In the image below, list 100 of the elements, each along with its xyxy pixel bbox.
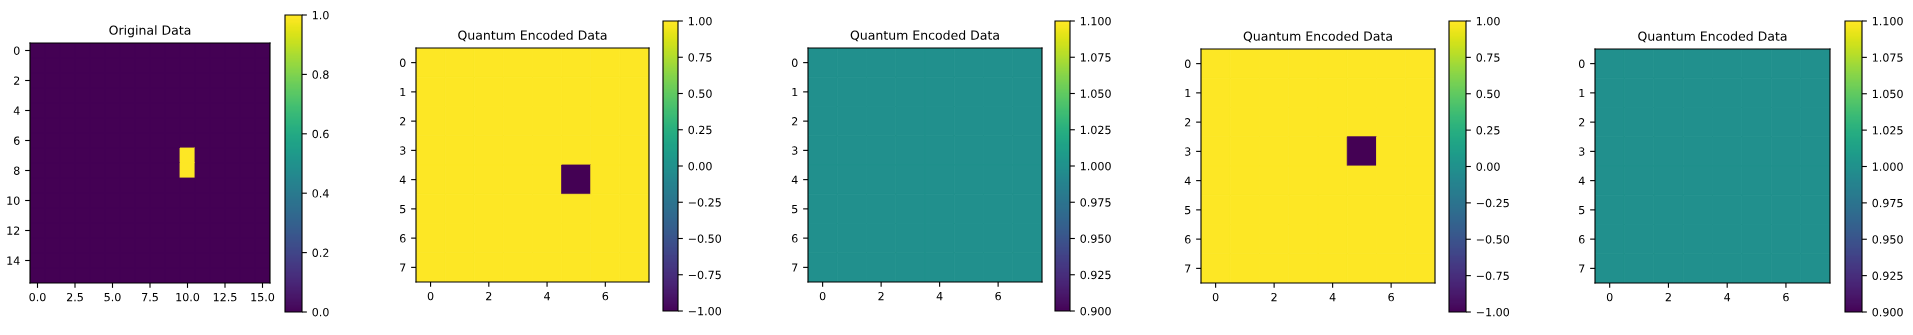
color-bar-label: 0.75 [688,53,712,62]
y-tick-label: 7 [1185,264,1191,273]
color-bar-label: 0.950 [1872,235,1903,244]
color-bar-label: 0.900 [1080,306,1111,316]
color-bar-label: 0.925 [1872,271,1903,280]
color-bar-label: 1.000 [1080,161,1111,171]
x-tick-label: 6 [995,291,1001,301]
color-bar-label: 1.000 [1872,162,1903,171]
x-tick-label: 6 [1388,292,1394,302]
y-tick-label: 0 [399,58,406,67]
color-bar-label: 1.025 [1872,126,1903,135]
color-bar-label: 0.00 [1476,162,1500,171]
y-tick-label: 5 [1579,206,1585,215]
color-bar-label: −0.50 [688,234,722,243]
y-tick-label: 7 [1579,264,1585,273]
color-bar-label: −0.75 [1476,271,1509,280]
x-tick-label: 2 [1665,292,1671,302]
color-bar-label: 1.050 [1080,89,1111,98]
color-bar-label: 0.25 [688,125,712,135]
color-bar-label: 1.050 [1872,89,1903,99]
y-tick-label: 6 [13,136,20,145]
color-bar-label: 0.50 [688,89,712,98]
chart-title: Original Data [109,25,191,38]
y-tick-label: 3 [1185,147,1191,156]
color-bar-label: 0.6 [312,129,329,139]
y-tick-label: 5 [400,205,406,214]
color-bar-label: −1.00 [688,306,722,316]
x-tick-label: 12.5 [213,292,237,302]
y-tick-label: 7 [400,263,406,272]
x-tick-label: 4 [544,292,550,301]
x-tick-label: 0 [819,291,826,301]
x-tick-label: 4 [1329,293,1336,302]
y-tick-label: 4 [1578,176,1585,185]
y-tick-label: 2 [14,76,20,85]
y-tick-label: 14 [7,256,20,265]
x-tick-label: 4 [1724,293,1731,302]
y-tick-label: 1 [1579,89,1585,98]
color-bar-label: 0.925 [1080,270,1111,280]
chart-title: Quantum Encoded Data [1638,31,1787,43]
x-tick-label: 0.0 [29,292,46,302]
y-tick-label: 8 [13,166,20,175]
y-tick-label: 5 [1185,206,1191,215]
color-bar-label: 0.975 [1080,198,1111,207]
x-tick-label: 10.0 [176,292,200,302]
y-tick-label: 7 [792,263,798,272]
color-bar-label: 0.975 [1872,198,1903,208]
x-tick-label: 5.0 [104,292,121,302]
color-bar-label: 1.075 [1872,53,1903,62]
color-bar-label: −0.25 [1476,198,1509,208]
color-bar-label: 0.8 [312,70,329,79]
color-bar-label: 0.75 [1476,53,1500,62]
y-tick-label: 1 [400,88,406,97]
y-tick-label: 3 [1579,147,1585,156]
y-tick-label: 3 [792,146,798,155]
chart-title: Quantum Encoded Data [458,30,607,42]
color-bar-label: −0.75 [688,270,721,280]
y-tick-label: 4 [399,175,406,184]
y-tick-label: 2 [1185,118,1191,127]
color-bar-label: 1.100 [1080,16,1111,26]
x-tick-label: 6 [1783,292,1789,302]
chart-title: Quantum Encoded Data [1243,31,1392,43]
y-tick-label: 0 [1184,59,1191,68]
y-tick-label: 0 [1578,59,1585,68]
color-bar-label: 1.00 [1476,16,1500,26]
y-tick-label: 1 [1185,89,1191,98]
y-tick-label: 4 [13,106,20,115]
y-tick-label: 2 [400,117,406,126]
y-tick-label: 1 [792,88,798,97]
y-tick-label: 4 [1184,176,1191,185]
x-tick-label: 2.5 [66,292,83,302]
x-tick-label: 2 [486,291,492,301]
x-tick-label: 4 [936,292,943,301]
x-tick-label: 0 [427,291,434,301]
color-bar-label: 0.950 [1080,234,1111,243]
x-tick-label: 0 [1212,292,1219,302]
y-tick-label: 4 [791,175,798,184]
y-tick-label: 5 [792,205,798,214]
color-bar-label: 0.4 [312,189,329,198]
color-bar-label: 0.0 [312,307,329,317]
color-bar-label: 1.075 [1080,53,1111,62]
color-bar-label: 0.25 [1476,126,1500,135]
color-bar-label: 1.0 [312,10,329,20]
color-bar-label: 0.50 [1476,89,1500,99]
x-tick-label: 2 [878,291,884,301]
color-bar-label: −0.25 [688,198,721,207]
y-tick-label: 6 [1184,235,1191,244]
color-bar-label: 1.100 [1872,16,1903,26]
color-bar-label: 1.025 [1080,125,1111,135]
x-tick-label: 2 [1271,292,1277,302]
y-tick-label: 10 [7,196,20,205]
y-tick-label: 3 [400,146,406,155]
y-tick-label: 6 [1578,235,1585,244]
color-bar-label: 1.00 [688,16,712,26]
color-bar-label: 0.900 [1872,307,1903,317]
color-bar-label: −0.50 [1476,235,1510,244]
y-tick-label: 2 [1579,118,1585,127]
color-bar-label: 0.00 [688,161,712,171]
x-tick-label: 6 [602,291,609,301]
x-tick-label: 0 [1606,292,1613,302]
y-tick-label: 0 [13,46,20,55]
